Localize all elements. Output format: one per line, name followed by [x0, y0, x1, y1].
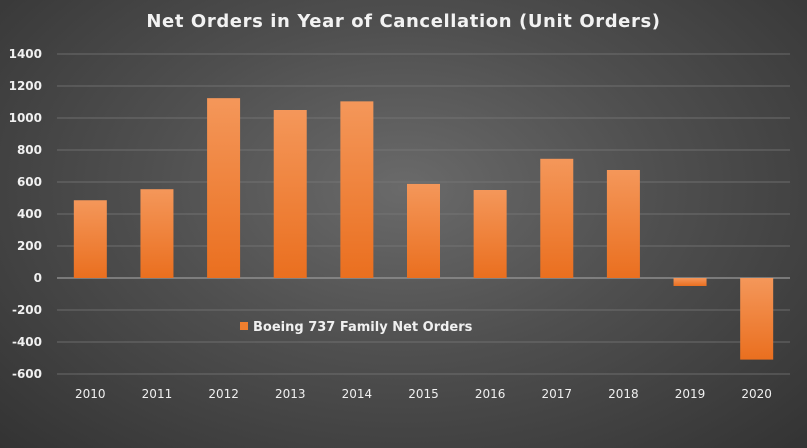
gridlines — [57, 53, 790, 375]
chart-title: Net Orders in Year of Cancellation (Unit… — [146, 11, 661, 32]
y-tick-label: 1200 — [9, 79, 42, 93]
bar-2011 — [140, 189, 174, 278]
bar-2010 — [73, 200, 107, 278]
x-tick-label: 2014 — [342, 387, 373, 401]
x-tick-label: 2012 — [208, 387, 239, 401]
x-tick-label: 2016 — [475, 387, 506, 401]
y-tick-label: -600 — [12, 367, 42, 381]
x-axis-ticks: 2010 2011 2012 2013 2014 2015 2016 2017 2018 2019… — [75, 387, 772, 401]
y-tick-label: 200 — [17, 239, 42, 253]
y-tick-label: 1400 — [9, 47, 42, 61]
x-tick-label: 2018 — [608, 387, 639, 401]
x-tick-label: 2013 — [275, 387, 306, 401]
bar-2014 — [340, 101, 374, 278]
bar-2019 — [673, 278, 707, 286]
y-axis-ticks: 1400 1200 1000 800 600 400 200 0 -200 -400 -600 — [9, 47, 42, 381]
y-tick-label: 400 — [17, 207, 42, 221]
x-tick-label: 2017 — [541, 387, 572, 401]
bar-2017 — [540, 158, 574, 278]
bar-2018 — [606, 170, 640, 278]
bars — [73, 98, 774, 360]
y-tick-label: 800 — [17, 143, 42, 157]
y-tick-label: 600 — [17, 175, 42, 189]
y-tick-label: 0 — [34, 271, 42, 285]
bar-2016 — [473, 190, 507, 278]
x-tick-label: 2010 — [75, 387, 106, 401]
bar-2013 — [273, 110, 307, 278]
legend-swatch — [240, 322, 248, 330]
legend-label: Boeing 737 Family Net Orders — [253, 320, 473, 335]
x-tick-label: 2011 — [142, 387, 173, 401]
bar-2012 — [207, 98, 241, 278]
legend: Boeing 737 Family Net Orders — [240, 320, 473, 335]
bar-2020 — [740, 278, 774, 360]
x-tick-label: 2020 — [741, 387, 772, 401]
bar-2015 — [407, 183, 440, 278]
y-tick-label: 1000 — [9, 111, 42, 125]
x-tick-label: 2015 — [408, 387, 439, 401]
y-tick-label: -200 — [12, 303, 42, 317]
y-tick-label: -400 — [12, 335, 42, 349]
x-tick-label: 2019 — [675, 387, 706, 401]
